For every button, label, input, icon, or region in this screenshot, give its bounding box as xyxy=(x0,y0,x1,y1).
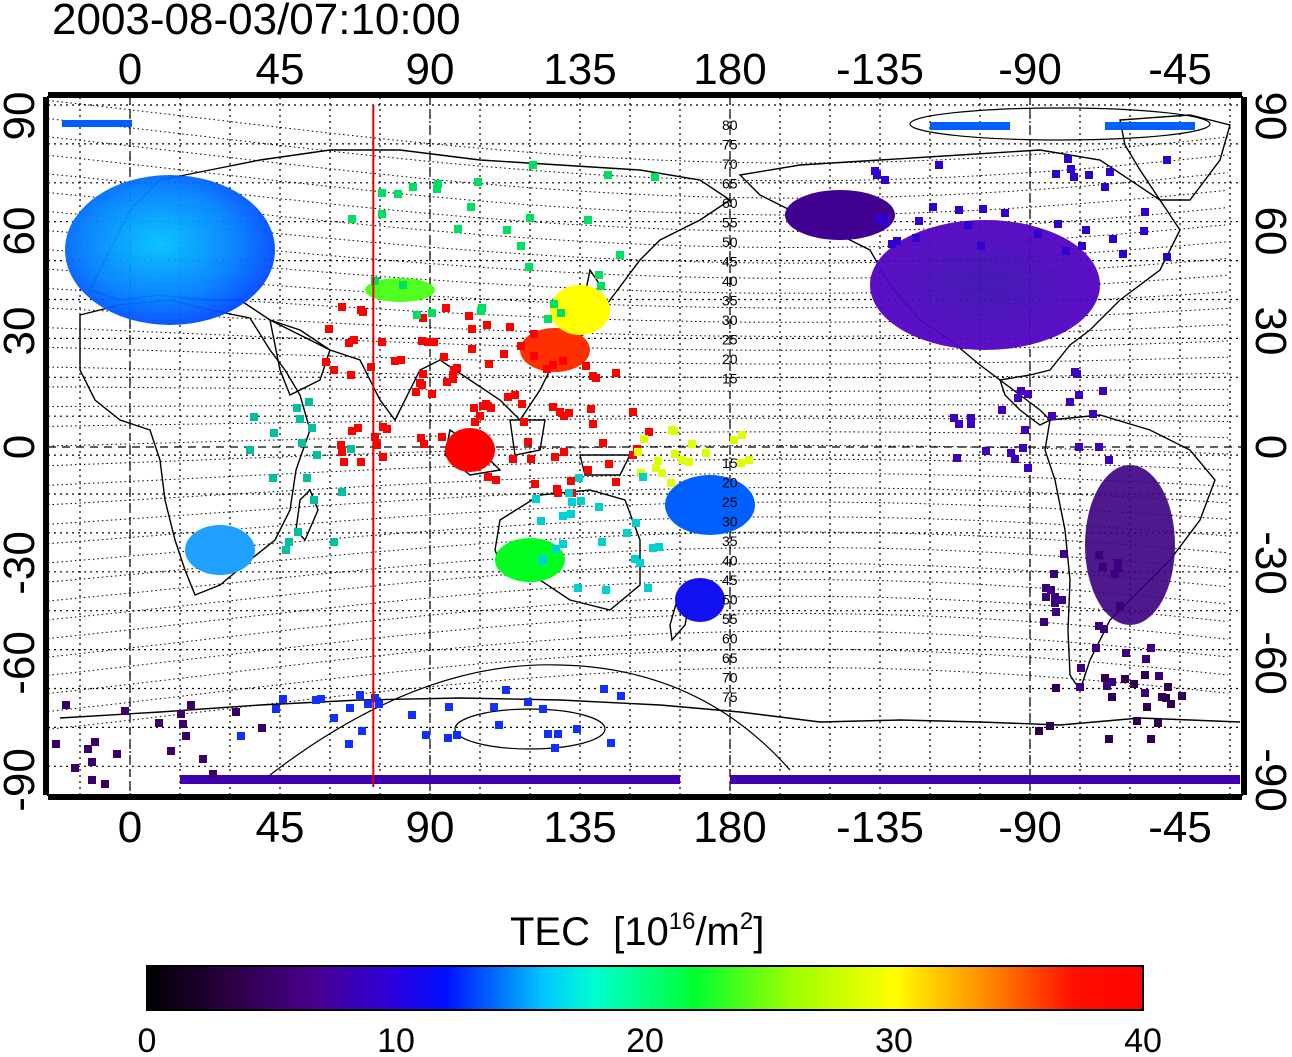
y-tick-right-label: -60 xyxy=(1246,631,1292,695)
contour-label: 70 xyxy=(722,670,738,686)
contour-label: 60 xyxy=(722,195,738,211)
contour-label: 75 xyxy=(722,689,738,705)
contour-label: 30 xyxy=(722,312,738,328)
colorbar-tick-label: 0 xyxy=(138,1022,157,1057)
contour-label: 15 xyxy=(722,455,738,471)
y-tick-left-label: -30 xyxy=(0,531,44,595)
contour-label: 25 xyxy=(722,332,738,348)
contour-label: 35 xyxy=(722,293,738,309)
x-tick-top-label: 0 xyxy=(118,45,142,94)
colorbar-ticks: 0 10 20 30 40 xyxy=(138,1022,1162,1057)
contour-label: 45 xyxy=(722,254,738,270)
y-tick-left-label: 60 xyxy=(0,207,44,256)
timestamp-title: 2003-08-03/07:10:00 xyxy=(52,0,461,44)
contour-labels: 80 75 70 65 60 55 50 45 40 35 30 25 20 15 15 20 25 30 35 40… xyxy=(722,117,738,705)
x-tick-bottom-label: -135 xyxy=(836,803,924,852)
contour-label: 20 xyxy=(722,475,738,491)
x-tick-top-label: -45 xyxy=(1148,45,1212,94)
contour-label: 60 xyxy=(722,631,738,647)
frame-ticks xyxy=(43,92,1247,800)
contour-label: 55 xyxy=(722,215,738,231)
y-ticks-right: 90 60 30 0 -30 -60 -90 xyxy=(1246,92,1292,812)
x-ticks-top: 0 45 90 135 180 -135 -90 -45 xyxy=(118,45,1212,94)
contour-label: 40 xyxy=(722,553,738,569)
y-tick-left-label: 90 xyxy=(0,92,44,141)
y-tick-right-label: 60 xyxy=(1246,207,1292,256)
contour-label: 20 xyxy=(722,351,738,367)
contour-label: 75 xyxy=(722,137,738,153)
x-tick-bottom-label: 135 xyxy=(543,803,616,852)
y-tick-right-label: 90 xyxy=(1246,92,1292,141)
contour-label: 15 xyxy=(722,371,738,387)
y-tick-right-label: 0 xyxy=(1246,435,1292,459)
y-ticks-left: 90 60 30 0 -30 -60 -90 xyxy=(0,92,44,812)
contour-label: 25 xyxy=(722,494,738,510)
contour-label: 40 xyxy=(722,273,738,289)
y-tick-right-label: 30 xyxy=(1246,307,1292,356)
contour-label: 45 xyxy=(722,572,738,588)
x-tick-top-label: 45 xyxy=(256,45,305,94)
colorbar-title: TEC [1016/m2] xyxy=(510,908,764,954)
tec-data-layer xyxy=(52,120,1240,788)
x-tick-bottom-label: -45 xyxy=(1148,803,1212,852)
x-tick-bottom-label: 90 xyxy=(406,803,455,852)
colorbar xyxy=(146,965,1144,1011)
x-tick-bottom-label: 0 xyxy=(118,803,142,852)
y-tick-left-label: 30 xyxy=(0,307,44,356)
colorbar-tick-label: 20 xyxy=(626,1022,664,1057)
contour-label: 70 xyxy=(722,156,738,172)
x-tick-top-label: 135 xyxy=(543,45,616,94)
contour-label: 55 xyxy=(722,611,738,627)
x-tick-top-label: 180 xyxy=(693,45,766,94)
x-tick-bottom-label: 45 xyxy=(256,803,305,852)
contour-label: 30 xyxy=(722,514,738,530)
y-tick-right-label: -30 xyxy=(1246,531,1292,595)
y-tick-left-label: -90 xyxy=(0,748,44,812)
contour-label: 65 xyxy=(722,176,738,192)
contour-lines xyxy=(47,100,1229,776)
y-tick-right-label: -90 xyxy=(1246,748,1292,812)
x-ticks-bottom: 0 45 90 135 180 -135 -90 -45 xyxy=(118,803,1212,852)
x-tick-top-label: 90 xyxy=(406,45,455,94)
contour-label: 50 xyxy=(722,592,738,608)
colorbar-tick-label: 40 xyxy=(1124,1022,1162,1057)
x-tick-bottom-label: 180 xyxy=(693,803,766,852)
contour-label: 80 xyxy=(722,117,738,133)
colorbar-tick-label: 30 xyxy=(875,1022,913,1057)
x-tick-top-label: -90 xyxy=(998,45,1062,94)
contour-label: 35 xyxy=(722,533,738,549)
y-tick-left-label: -60 xyxy=(0,631,44,695)
x-tick-top-label: -135 xyxy=(836,45,924,94)
x-tick-bottom-label: -90 xyxy=(998,803,1062,852)
colorbar-tick-label: 10 xyxy=(377,1022,415,1057)
contour-label: 50 xyxy=(722,234,738,250)
contour-label: 65 xyxy=(722,650,738,666)
y-tick-left-label: 0 xyxy=(0,435,44,459)
